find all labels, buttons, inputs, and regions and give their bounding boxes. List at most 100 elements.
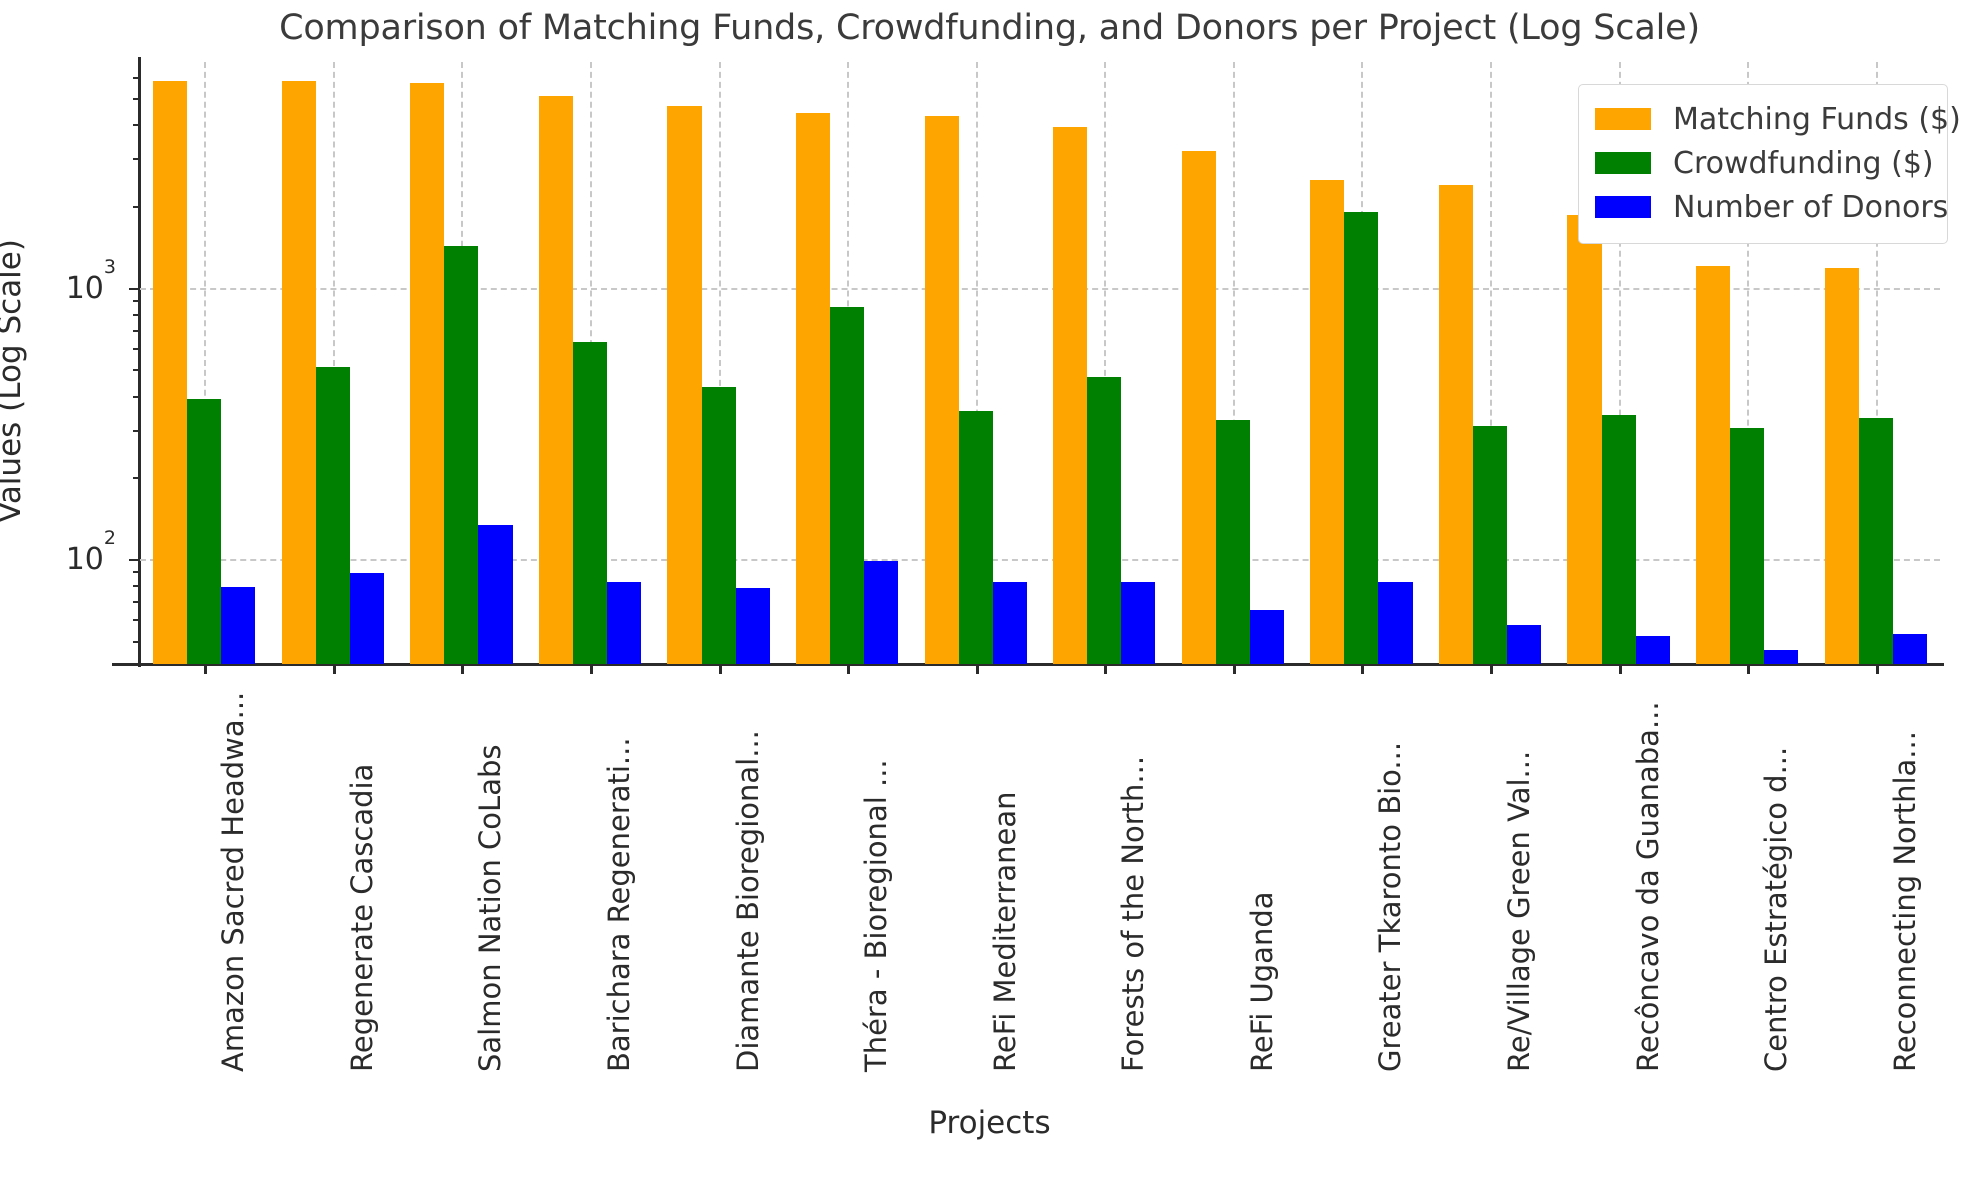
x-axis-tick bbox=[204, 665, 208, 674]
legend-label-donors: Number of Donors bbox=[1673, 189, 1949, 225]
chart-legend: Matching Funds ($) Crowdfunding ($) Numb… bbox=[1578, 84, 1961, 244]
bar-donors bbox=[735, 588, 770, 664]
x-axis-tick bbox=[1361, 665, 1365, 674]
bar-donors bbox=[864, 561, 899, 664]
x-axis-tick bbox=[1618, 665, 1622, 674]
bar-matching-funds bbox=[796, 113, 831, 664]
bar-matching-funds bbox=[1567, 215, 1602, 664]
y-gridline bbox=[140, 558, 1940, 561]
bar-matching-funds bbox=[410, 82, 445, 664]
x-gridline bbox=[1232, 62, 1235, 664]
x-axis-label: Recôncavo da Guanaba... bbox=[1630, 701, 1665, 1072]
bar-donors bbox=[478, 524, 513, 664]
y-axis-minor-tick bbox=[133, 571, 140, 574]
y-axis-minor-tick bbox=[133, 619, 140, 622]
bar-matching-funds bbox=[538, 95, 573, 664]
bar-crowdfunding bbox=[1215, 420, 1250, 664]
legend-label-matching-funds: Matching Funds ($) bbox=[1673, 101, 1961, 137]
bar-donors bbox=[1249, 609, 1284, 664]
bar-matching-funds bbox=[1438, 184, 1473, 664]
y-axis-tick bbox=[129, 558, 140, 561]
y-gridline bbox=[140, 287, 1940, 290]
bar-donors bbox=[1121, 582, 1156, 664]
bar-crowdfunding bbox=[830, 306, 865, 664]
x-axis-label: Greater Tkaronto Bio... bbox=[1373, 741, 1408, 1072]
y-axis-minor-tick bbox=[133, 429, 140, 432]
x-axis-label: ReFi Uganda bbox=[1244, 891, 1279, 1073]
x-axis-label: ReFi Mediterranean bbox=[987, 791, 1022, 1072]
x-gridline bbox=[1104, 62, 1107, 664]
bar-crowdfunding bbox=[1730, 427, 1765, 664]
y-axis-minor-tick bbox=[133, 300, 140, 303]
x-gridline bbox=[1747, 62, 1750, 664]
bar-donors bbox=[607, 582, 642, 664]
x-axis-tick bbox=[1490, 665, 1493, 674]
x-axis-label: Reconnecting Northla... bbox=[1887, 731, 1922, 1072]
y-axis-title: Values (Log Scale) bbox=[0, 239, 28, 523]
bar-crowdfunding bbox=[1472, 425, 1508, 664]
y-axis-minor-tick bbox=[133, 347, 140, 350]
x-axis-tick bbox=[1875, 665, 1879, 674]
bar-matching-funds bbox=[1824, 268, 1859, 664]
y-axis-minor-tick bbox=[133, 600, 140, 603]
bar-crowdfunding bbox=[572, 342, 608, 664]
x-gridline bbox=[975, 62, 978, 664]
x-gridline bbox=[204, 62, 207, 664]
bar-matching-funds bbox=[1310, 179, 1345, 664]
y-axis-minor-tick bbox=[133, 76, 140, 79]
bar-matching-funds bbox=[1181, 150, 1216, 664]
legend-label-crowdfunding: Crowdfunding ($) bbox=[1673, 145, 1934, 181]
x-gridline bbox=[1875, 62, 1878, 664]
y-axis-minor-tick bbox=[133, 477, 140, 480]
x-gridline bbox=[1490, 62, 1492, 664]
bar-crowdfunding bbox=[187, 398, 222, 664]
x-axis-tick bbox=[590, 665, 593, 674]
y-axis-label: 103 bbox=[65, 255, 116, 306]
x-axis-tick bbox=[461, 665, 465, 674]
bar-donors bbox=[221, 586, 256, 664]
legend-item-matching-funds: Matching Funds ($) bbox=[1595, 97, 1961, 141]
bar-matching-funds bbox=[281, 80, 316, 664]
bar-crowdfunding bbox=[958, 411, 993, 664]
bar-donors bbox=[992, 582, 1027, 664]
plot-area: 102 103 bbox=[66, 62, 1940, 664]
bar-matching-funds bbox=[1696, 266, 1731, 664]
x-axis-label: Salmon Nation CoLabs bbox=[473, 744, 508, 1073]
y-axis-line bbox=[138, 57, 141, 667]
y-axis-tick bbox=[129, 287, 140, 290]
y-axis-minor-tick bbox=[133, 640, 140, 643]
legend-item-donors: Number of Donors bbox=[1595, 185, 1948, 229]
y-axis-minor-tick bbox=[133, 98, 140, 101]
y-axis-minor-tick bbox=[133, 206, 140, 209]
x-axis-label: Amazon Sacred Headwa... bbox=[216, 691, 251, 1072]
legend-swatch-icon-matching-funds bbox=[1595, 108, 1651, 130]
bar-crowdfunding bbox=[444, 246, 479, 664]
x-axis-tick bbox=[718, 665, 722, 674]
bar-donors bbox=[1378, 582, 1413, 664]
x-axis-tick bbox=[975, 665, 979, 674]
x-axis-tick bbox=[1232, 665, 1236, 674]
x-axis-line bbox=[112, 663, 1944, 666]
bar-crowdfunding bbox=[1087, 376, 1122, 664]
x-axis-tick bbox=[847, 665, 851, 674]
bar-crowdfunding bbox=[1601, 414, 1636, 664]
bar-crowdfunding bbox=[1344, 212, 1379, 664]
y-axis-label: 102 bbox=[65, 526, 116, 577]
bar-crowdfunding bbox=[701, 387, 736, 664]
bar-matching-funds bbox=[667, 105, 702, 664]
y-axis-minor-tick bbox=[133, 124, 140, 127]
bar-crowdfunding bbox=[1858, 418, 1893, 664]
x-axis-tick bbox=[1747, 665, 1751, 674]
bar-matching-funds bbox=[1053, 127, 1088, 664]
x-gridline bbox=[332, 62, 335, 664]
x-axis-title: Projects bbox=[928, 1105, 1051, 1141]
y-axis-minor-tick bbox=[133, 395, 140, 398]
x-axis-tick bbox=[332, 665, 336, 674]
bar-donors bbox=[1892, 633, 1927, 664]
bar-matching-funds bbox=[153, 80, 188, 664]
bar-donors bbox=[349, 572, 384, 664]
x-axis-label: Forests of the North... bbox=[1116, 755, 1151, 1072]
legend-swatch-icon-donors bbox=[1595, 196, 1651, 218]
y-axis-minor-tick bbox=[133, 329, 140, 332]
chart-title: Comparison of Matching Funds, Crowdfundi… bbox=[279, 8, 1700, 48]
